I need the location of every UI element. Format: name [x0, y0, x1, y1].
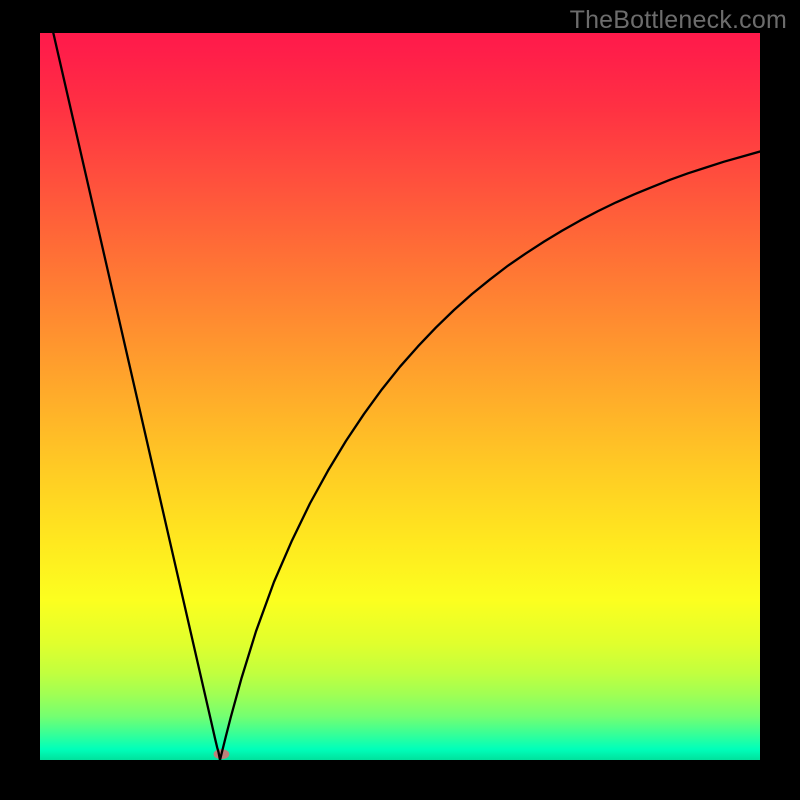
- watermark-text: TheBottleneck.com: [570, 6, 787, 35]
- plot-background: [40, 33, 760, 760]
- chart-canvas: TheBottleneck.com: [0, 0, 800, 800]
- plot-area: [40, 33, 760, 760]
